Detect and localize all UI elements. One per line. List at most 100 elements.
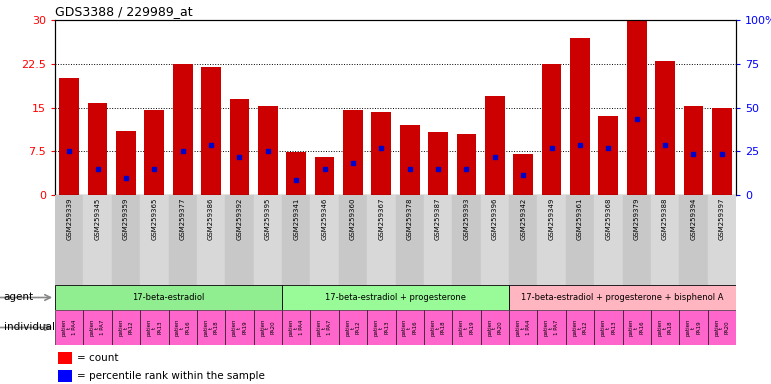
Bar bbox=[651, 310, 679, 345]
Bar bbox=[55, 310, 83, 345]
Bar bbox=[338, 195, 367, 285]
Bar bbox=[59, 352, 72, 364]
Bar bbox=[485, 96, 505, 195]
Bar bbox=[537, 310, 566, 345]
Bar bbox=[254, 195, 282, 285]
Bar bbox=[537, 195, 566, 285]
Text: patien
t
PA20: patien t PA20 bbox=[260, 319, 275, 336]
Bar bbox=[399, 125, 419, 195]
Text: GSM259339: GSM259339 bbox=[66, 198, 72, 240]
Bar bbox=[112, 310, 140, 345]
Text: GSM259341: GSM259341 bbox=[293, 198, 299, 240]
Text: GSM259365: GSM259365 bbox=[151, 198, 157, 240]
Bar bbox=[684, 106, 703, 195]
Bar bbox=[594, 195, 622, 285]
Text: GSM259345: GSM259345 bbox=[95, 198, 100, 240]
Text: GSM259368: GSM259368 bbox=[605, 198, 611, 240]
Bar bbox=[396, 195, 424, 285]
Text: 17-beta-estradiol + progesterone + bisphenol A: 17-beta-estradiol + progesterone + bisph… bbox=[521, 293, 724, 302]
Bar bbox=[708, 195, 736, 285]
Bar bbox=[651, 195, 679, 285]
Text: GSM259360: GSM259360 bbox=[350, 198, 356, 240]
Bar bbox=[55, 285, 282, 310]
Bar bbox=[83, 195, 112, 285]
Bar bbox=[480, 310, 509, 345]
Bar bbox=[258, 106, 278, 195]
Text: = count: = count bbox=[77, 353, 118, 363]
Bar bbox=[622, 310, 651, 345]
Text: GDS3388 / 229989_at: GDS3388 / 229989_at bbox=[55, 5, 193, 18]
Text: GSM259386: GSM259386 bbox=[208, 198, 214, 240]
Bar bbox=[169, 310, 197, 345]
Bar bbox=[140, 310, 169, 345]
Bar bbox=[509, 285, 736, 310]
Text: patien
t
1 PA7: patien t 1 PA7 bbox=[90, 319, 106, 336]
Text: GSM259394: GSM259394 bbox=[691, 198, 696, 240]
Bar bbox=[83, 310, 112, 345]
Text: patien
t
PA13: patien t PA13 bbox=[374, 319, 389, 336]
Text: patien
t
PA18: patien t PA18 bbox=[204, 319, 219, 336]
Text: patien
t
PA20: patien t PA20 bbox=[487, 319, 503, 336]
Text: patien
t
1 PA4: patien t 1 PA4 bbox=[288, 319, 304, 336]
Text: patien
t
1 PA7: patien t 1 PA7 bbox=[317, 319, 332, 336]
Bar bbox=[480, 195, 509, 285]
Text: patien
t
PA16: patien t PA16 bbox=[402, 319, 417, 336]
Text: patien
t
PA13: patien t PA13 bbox=[601, 319, 616, 336]
Bar bbox=[542, 64, 561, 195]
Bar bbox=[424, 195, 453, 285]
Text: patien
t
PA16: patien t PA16 bbox=[629, 319, 645, 336]
Text: GSM259395: GSM259395 bbox=[264, 198, 271, 240]
Text: GSM259342: GSM259342 bbox=[520, 198, 526, 240]
Text: GSM259377: GSM259377 bbox=[180, 198, 186, 240]
Text: patien
t
PA12: patien t PA12 bbox=[345, 319, 361, 336]
Bar bbox=[453, 195, 480, 285]
Text: = percentile rank within the sample: = percentile rank within the sample bbox=[77, 371, 264, 381]
Text: patien
t
PA16: patien t PA16 bbox=[175, 319, 190, 336]
Text: GSM259349: GSM259349 bbox=[548, 198, 554, 240]
Bar bbox=[116, 131, 136, 195]
Text: patien
t
PA18: patien t PA18 bbox=[658, 319, 673, 336]
Text: patien
t
PA12: patien t PA12 bbox=[118, 319, 133, 336]
Bar bbox=[456, 134, 476, 195]
Bar bbox=[679, 310, 708, 345]
Bar bbox=[566, 195, 594, 285]
Bar bbox=[230, 99, 249, 195]
Bar bbox=[315, 157, 335, 195]
Bar bbox=[88, 103, 107, 195]
Text: GSM259378: GSM259378 bbox=[406, 198, 412, 240]
Text: patien
t
PA19: patien t PA19 bbox=[685, 319, 701, 336]
Text: patien
t
PA12: patien t PA12 bbox=[572, 319, 588, 336]
Bar bbox=[282, 310, 311, 345]
Text: GSM259396: GSM259396 bbox=[492, 198, 498, 240]
Text: GSM259359: GSM259359 bbox=[123, 198, 129, 240]
Text: patien
t
1 PA7: patien t 1 PA7 bbox=[544, 319, 559, 336]
Bar bbox=[655, 61, 675, 195]
Text: patien
t
PA20: patien t PA20 bbox=[714, 319, 729, 336]
Bar bbox=[225, 195, 254, 285]
Bar bbox=[282, 285, 509, 310]
Bar bbox=[282, 195, 311, 285]
Bar bbox=[197, 195, 225, 285]
Bar bbox=[311, 195, 338, 285]
Bar bbox=[367, 195, 396, 285]
Text: GSM259367: GSM259367 bbox=[379, 198, 384, 240]
Bar bbox=[622, 195, 651, 285]
Text: agent: agent bbox=[4, 293, 34, 303]
Bar bbox=[254, 310, 282, 345]
Bar bbox=[225, 310, 254, 345]
Bar bbox=[570, 38, 590, 195]
Text: GSM259346: GSM259346 bbox=[322, 198, 328, 240]
Bar bbox=[513, 154, 533, 195]
Bar bbox=[509, 310, 537, 345]
Bar bbox=[372, 112, 391, 195]
Text: GSM259392: GSM259392 bbox=[237, 198, 242, 240]
Text: GSM259388: GSM259388 bbox=[662, 198, 668, 240]
Bar bbox=[55, 195, 83, 285]
Bar bbox=[311, 310, 338, 345]
Bar bbox=[144, 111, 164, 195]
Bar bbox=[424, 310, 453, 345]
Text: individual: individual bbox=[4, 323, 55, 333]
Text: 17-beta-estradiol + progesterone: 17-beta-estradiol + progesterone bbox=[325, 293, 466, 302]
Bar bbox=[201, 67, 221, 195]
Text: GSM259379: GSM259379 bbox=[634, 198, 640, 240]
